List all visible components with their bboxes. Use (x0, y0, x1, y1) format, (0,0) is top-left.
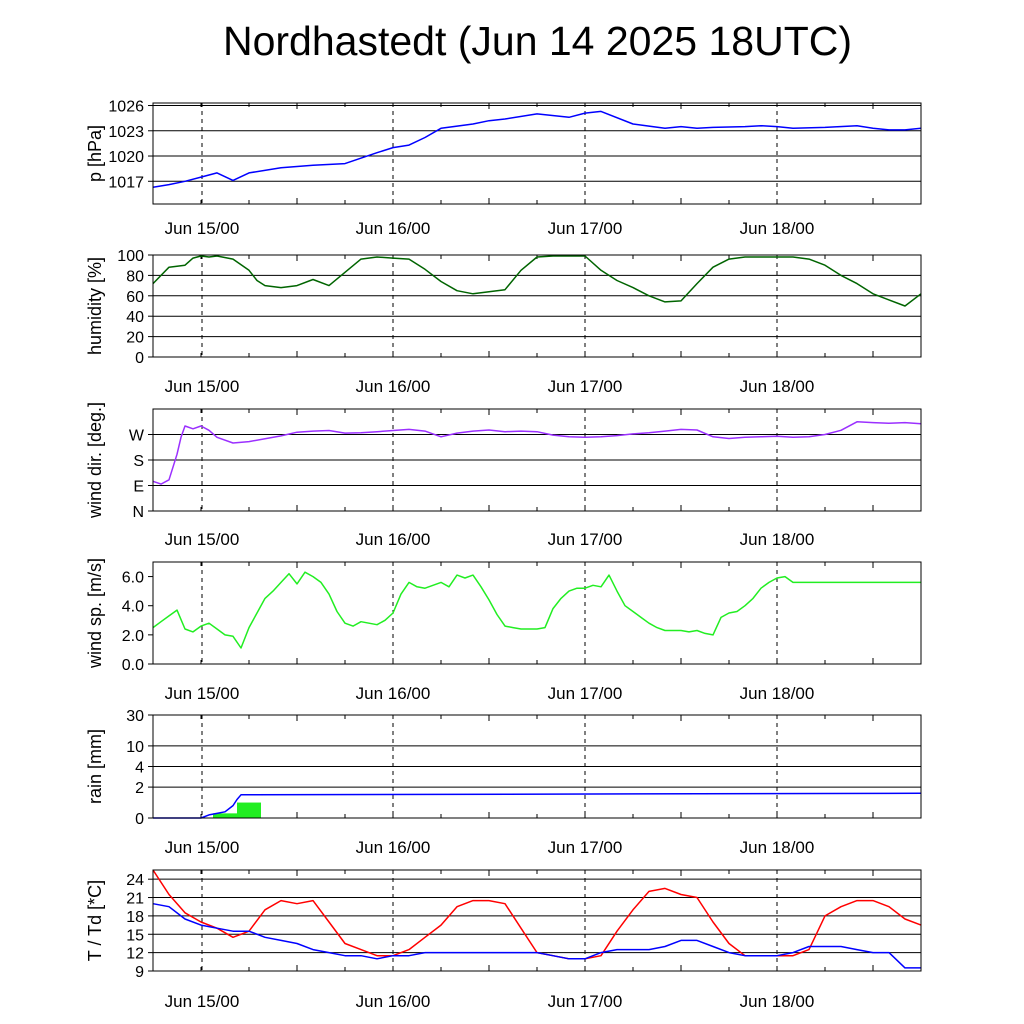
y-tick-label: 80 (126, 268, 144, 285)
x-tick-label: Jun 17/00 (548, 992, 623, 1011)
y-tick-label: 6.0 (122, 570, 144, 587)
y-tick-label: 0.0 (122, 657, 144, 674)
rain-bar (213, 813, 237, 818)
y-tick-label: E (133, 479, 144, 496)
x-tick-label: Jun 16/00 (356, 838, 431, 857)
x-tick-label: Jun 17/00 (548, 838, 623, 857)
y-axis-label: p [hPa] (85, 125, 105, 182)
wind_speed-panel: 0.0 2.0 4.0 6.0 Jun 15/00 Jun 16/00 Jun 17/00 J… (85, 558, 922, 703)
plot-frame (152, 869, 922, 972)
y-axis-label: rain [mm] (85, 729, 105, 804)
plot-frame (152, 102, 922, 205)
x-tick-label: Jun 18/00 (740, 992, 815, 1011)
y-tick-label: 12 (126, 946, 144, 963)
x-tick-label: Jun 15/00 (165, 377, 240, 396)
rain-series-line (153, 792, 922, 819)
x-tick-label: Jun 18/00 (740, 838, 815, 857)
y-tick-label: 9 (135, 964, 144, 981)
x-tick-label: Jun 15/00 (165, 838, 240, 857)
y-axis-label: T / Td [*C] (85, 880, 105, 961)
y-tick-label: 1026 (108, 99, 144, 116)
y-tick-label: W (129, 428, 145, 445)
y-tick-label: 1017 (108, 174, 144, 191)
x-tick-label: Jun 16/00 (356, 992, 431, 1011)
x-tick-label: Jun 15/00 (165, 992, 240, 1011)
y-tick-label: 15 (126, 927, 144, 944)
y-tick-label: N (132, 504, 144, 521)
plot-frame (152, 561, 922, 665)
y-tick-label: 0 (135, 350, 144, 367)
y-tick-label: 60 (126, 289, 144, 306)
y-tick-label: 4.0 (122, 599, 144, 616)
y-axis-label: humidity [%] (85, 257, 105, 355)
y-tick-label: 24 (126, 872, 144, 889)
y-tick-label: 20 (126, 330, 144, 347)
y-tick-label: 1020 (108, 149, 144, 166)
x-tick-label: Jun 18/00 (740, 684, 815, 703)
y-axis-label: wind dir. [deg.] (85, 402, 105, 519)
temperature-series-line-t (152, 869, 922, 960)
y-tick-label: 0 (135, 811, 144, 828)
y-tick-label: 30 (126, 708, 144, 725)
x-tick-label: Jun 15/00 (165, 684, 240, 703)
rain-bar (237, 802, 261, 818)
x-tick-label: Jun 17/00 (548, 377, 623, 396)
x-tick-label: Jun 17/00 (548, 219, 623, 238)
y-tick-label: S (133, 453, 144, 470)
x-tick-label: Jun 17/00 (548, 530, 623, 549)
pressure-panel: 1017 1020 1023 1026 Jun 15/00 Jun 16/00 Jun 17… (85, 99, 922, 238)
x-tick-label: Jun 18/00 (740, 219, 815, 238)
y-axis-label: wind sp. [m/s] (85, 558, 105, 669)
x-tick-label: Jun 16/00 (356, 219, 431, 238)
y-tick-label: 100 (117, 248, 144, 265)
x-tick-label: Jun 16/00 (356, 684, 431, 703)
x-tick-label: Jun 18/00 (740, 377, 815, 396)
x-tick-label: Jun 18/00 (740, 530, 815, 549)
plot-frame (152, 254, 922, 358)
y-tick-label: 2.0 (122, 628, 144, 645)
x-tick-label: Jun 16/00 (356, 530, 431, 549)
y-tick-label: 4 (135, 760, 144, 777)
y-tick-label: 2 (135, 780, 144, 797)
y-tick-label: 18 (126, 909, 144, 926)
humidity-series-line (152, 255, 922, 307)
rain-panel: 0 2 4 10 30 Jun 15/00 Jun 16/00 Jun 17/00 Jun 18… (85, 708, 922, 857)
wind_direction-series-line (152, 421, 922, 485)
x-tick-label: Jun 17/00 (548, 684, 623, 703)
y-tick-label: 40 (126, 309, 144, 326)
x-tick-label: Jun 15/00 (165, 219, 240, 238)
temperature-series-line-td (152, 902, 921, 969)
chart-title: Nordhastedt (Jun 14 2025 18UTC) (222, 18, 852, 64)
y-tick-label: 1023 (108, 124, 144, 141)
x-tick-label: Jun 15/00 (165, 530, 240, 549)
wind_speed-series-line (152, 571, 921, 649)
y-tick-label: 21 (126, 891, 144, 908)
y-tick-label: 10 (126, 739, 144, 756)
humidity-panel: 0 20 40 60 80 100 Jun 15/00 Jun 16/00 Jun 17/00 J… (85, 248, 922, 396)
x-tick-label: Jun 16/00 (356, 377, 431, 396)
pressure-series-line (152, 110, 922, 188)
